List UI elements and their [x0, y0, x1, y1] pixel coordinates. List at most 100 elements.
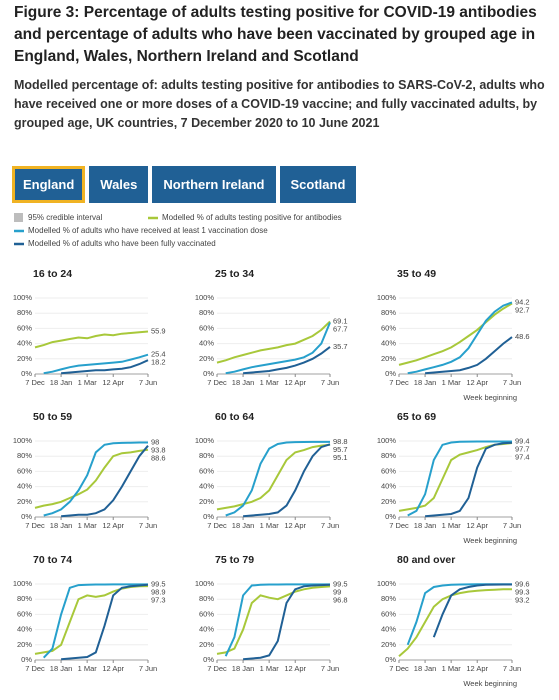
- x-tick-label: 7 Jun: [321, 378, 339, 387]
- panel-title: 35 to 49: [397, 268, 436, 280]
- panel-title: 75 to 79: [215, 554, 254, 566]
- legend-label: Modelled % of adults who have received a…: [28, 226, 268, 235]
- panel: 35 to 49 0% 20% 40% 60% 80% 100% 7 Dec 18 Jan 1 M…: [377, 268, 530, 402]
- panel: 80 and over 0% 20% 40% 60% 80% 100% 7 Dec 18 Jan…: [377, 554, 530, 688]
- x-tick-label: 7 Dec: [389, 521, 409, 530]
- series-line: [43, 441, 148, 517]
- x-tick-label: 7 Jun: [503, 664, 521, 673]
- y-tick-label: 0%: [385, 369, 396, 378]
- x-tick-label: 12 Apr: [284, 378, 306, 387]
- x-tick-label: 7 Jun: [503, 521, 521, 530]
- y-tick-label: 60%: [17, 609, 32, 618]
- tab[interactable]: Scotland: [279, 166, 357, 203]
- y-tick-label: 20%: [17, 354, 32, 363]
- y-tick-label: 40%: [199, 482, 214, 491]
- x-tick-label: 1 Mar: [78, 378, 98, 387]
- x-tick-label: 18 Jan: [232, 521, 255, 530]
- x-tick-label: 7 Dec: [25, 664, 45, 673]
- x-tick-label: 12 Apr: [102, 664, 124, 673]
- x-tick-label: 1 Mar: [442, 664, 462, 673]
- y-tick-label: 100%: [377, 579, 397, 588]
- x-tick-label: 18 Jan: [232, 378, 255, 387]
- y-tick-label: 100%: [13, 436, 33, 445]
- x-tick-label: 7 Dec: [389, 664, 409, 673]
- panel-title: 50 to 59: [33, 411, 72, 423]
- y-tick-label: 60%: [381, 466, 396, 475]
- y-tick-label: 40%: [199, 339, 214, 348]
- value-label: 99.5: [151, 579, 166, 588]
- panel: 60 to 64 0% 20% 40% 60% 80% 100% 7 Dec 18 Jan 1 M…: [195, 411, 348, 530]
- y-tick-label: 40%: [17, 339, 32, 348]
- value-label: 98: [151, 438, 159, 447]
- x-tick-label: 7 Dec: [25, 378, 45, 387]
- y-tick-label: 0%: [385, 655, 396, 664]
- panel-title: 60 to 64: [215, 411, 254, 423]
- series-line: [216, 320, 331, 364]
- panel-title: 80 and over: [397, 554, 455, 566]
- y-tick-label: 0%: [385, 512, 396, 521]
- tab[interactable]: Northern Ireland: [152, 166, 276, 203]
- y-tick-label: 80%: [381, 451, 396, 460]
- value-label: 55.9: [151, 327, 166, 336]
- tab[interactable]: Wales: [89, 166, 149, 203]
- series-line: [432, 583, 512, 638]
- y-tick-label: 0%: [203, 369, 214, 378]
- panel: 25 to 34 0% 20% 40% 60% 80% 100% 7 Dec 18 Jan 1 M…: [195, 268, 348, 387]
- panel-title: 65 to 69: [397, 411, 436, 423]
- value-label: 93.2: [515, 595, 530, 604]
- x-tick-label: 7 Jun: [139, 521, 157, 530]
- value-label: 93.8: [151, 446, 166, 455]
- x-axis-label: Week beginning: [463, 679, 517, 688]
- x-tick-label: 7 Jun: [503, 378, 521, 387]
- series-line: [225, 322, 331, 375]
- y-tick-label: 40%: [17, 482, 32, 491]
- series-line: [225, 440, 330, 517]
- value-label: 94.2: [515, 297, 530, 306]
- y-tick-label: 60%: [199, 609, 214, 618]
- y-tick-label: 100%: [13, 579, 33, 588]
- tab[interactable]: England: [12, 166, 86, 203]
- y-tick-label: 20%: [381, 640, 396, 649]
- y-tick-label: 20%: [199, 354, 214, 363]
- series-line: [216, 585, 331, 655]
- y-tick-label: 0%: [203, 655, 214, 664]
- value-label: 98.9: [151, 587, 166, 596]
- figure-subtitle: Modelled percentage of: adults testing p…: [14, 78, 545, 130]
- series-line: [42, 583, 148, 659]
- x-tick-label: 7 Jun: [139, 378, 157, 387]
- y-tick-label: 20%: [381, 354, 396, 363]
- series-line: [224, 583, 330, 657]
- y-tick-label: 40%: [381, 339, 396, 348]
- legend-swatch: [14, 213, 23, 222]
- series-line: [34, 448, 149, 509]
- x-tick-label: 12 Apr: [102, 521, 124, 530]
- y-tick-label: 20%: [199, 497, 214, 506]
- panel-title: 70 to 74: [33, 554, 72, 566]
- x-tick-label: 1 Mar: [260, 521, 280, 530]
- value-label: 88.6: [151, 454, 166, 463]
- panel: 75 to 79 0% 20% 40% 60% 80% 100% 7 Dec 18 Jan 1 M…: [195, 554, 348, 673]
- x-tick-label: 7 Dec: [207, 664, 227, 673]
- series-line: [398, 302, 513, 366]
- x-tick-label: 18 Jan: [232, 664, 255, 673]
- x-tick-label: 18 Jan: [50, 378, 73, 387]
- y-tick-label: 80%: [199, 308, 214, 317]
- value-label: 35.7: [333, 342, 348, 351]
- y-tick-label: 80%: [199, 451, 214, 460]
- series-line: [398, 442, 513, 512]
- y-tick-label: 60%: [199, 466, 214, 475]
- y-tick-label: 100%: [195, 293, 215, 302]
- y-tick-label: 60%: [381, 323, 396, 332]
- x-axis-label: Week beginning: [463, 536, 517, 545]
- x-tick-label: 1 Mar: [78, 521, 98, 530]
- tab-bar: England Wales Northern Ireland Scotland: [12, 166, 357, 203]
- series-line: [243, 583, 331, 661]
- value-label: 95.7: [333, 445, 348, 454]
- y-tick-label: 0%: [203, 512, 214, 521]
- series-line: [243, 346, 331, 375]
- panel-title: 16 to 24: [33, 268, 72, 280]
- value-label: 95.1: [333, 453, 348, 462]
- x-tick-label: 1 Mar: [260, 378, 280, 387]
- value-label: 96.8: [333, 595, 348, 604]
- series-line: [216, 443, 331, 511]
